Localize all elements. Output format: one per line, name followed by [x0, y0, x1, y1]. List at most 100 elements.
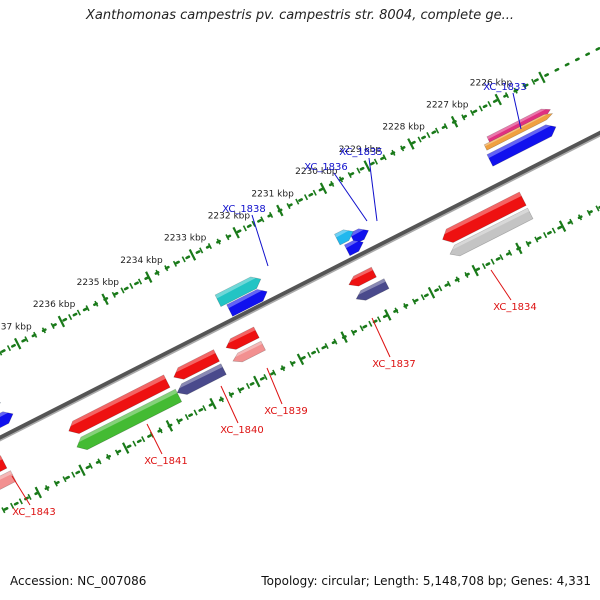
gene-label-xc-1839[interactable]: XC_1839	[264, 406, 308, 417]
forward-minor-tick	[461, 114, 466, 121]
forward-minor-tick	[478, 105, 483, 112]
reverse-minor-tick	[420, 294, 425, 301]
pink-feature[interactable]	[232, 340, 266, 363]
feature-highlight	[228, 327, 256, 344]
teal-feature[interactable]	[214, 276, 262, 308]
forward-minor-tick	[417, 136, 422, 143]
reverse-minor-tick	[411, 298, 417, 305]
feature-arrows	[0, 108, 557, 496]
gene-label-xc-1833[interactable]: XC_1833	[483, 82, 527, 93]
navy-feature[interactable]	[176, 363, 227, 395]
pink-feature[interactable]	[0, 470, 17, 496]
feature-highlight	[175, 349, 216, 373]
reverse-minor-tick	[586, 209, 591, 216]
forward-minor-tick	[269, 211, 274, 218]
reverse-minor-tick	[228, 391, 233, 398]
reverse-minor-tick	[595, 205, 600, 212]
callout-line	[266, 367, 283, 405]
gene-label-xc-1836[interactable]: XC_1836	[304, 162, 348, 173]
reverse-minor-tick	[490, 258, 495, 265]
blue-feature[interactable]	[486, 124, 557, 167]
reverse-major-tick	[427, 286, 436, 299]
red-feature[interactable]	[173, 349, 220, 380]
forward-minor-tick	[382, 154, 387, 161]
blue-feature[interactable]	[343, 240, 364, 257]
reverse-minor-tick	[438, 285, 443, 292]
forward-minor-tick	[155, 269, 160, 276]
reverse-minor-tick	[176, 418, 181, 425]
reverse-minor-tick	[1, 507, 6, 514]
red-feature[interactable]	[442, 191, 527, 243]
scale-label: 2228 kbp	[382, 123, 425, 133]
reverse-minor-tick	[62, 476, 67, 483]
forward-ruler-dots	[0, 46, 600, 355]
reverse-minor-tick	[202, 405, 207, 412]
ruler-ticks	[0, 71, 600, 514]
forward-minor-tick	[295, 198, 300, 205]
orange-feature[interactable]	[483, 113, 554, 151]
forward-minor-tick	[400, 145, 405, 152]
blue-feature[interactable]	[226, 289, 268, 317]
scale-label: 2235 kbp	[77, 278, 120, 288]
reverse-major-tick	[165, 420, 174, 432]
green-feature[interactable]	[76, 388, 183, 451]
forward-minor-tick	[426, 132, 431, 139]
reverse-minor-tick	[97, 458, 102, 465]
gene-label-xc-1841[interactable]: XC_1841	[144, 456, 188, 467]
reverse-major-tick	[515, 242, 523, 255]
reverse-minor-tick	[245, 382, 251, 389]
red-feature[interactable]	[0, 455, 8, 482]
red-feature[interactable]	[225, 326, 260, 350]
forward-major-tick	[276, 204, 284, 217]
reverse-minor-tick	[132, 440, 137, 447]
gene-label-xc-1837[interactable]: XC_1837	[372, 359, 416, 370]
forward-minor-tick	[286, 203, 291, 210]
red-feature[interactable]	[348, 266, 377, 287]
reverse-minor-tick	[27, 493, 32, 500]
reverse-minor-tick	[106, 453, 111, 460]
gene-label-xc-1840[interactable]: XC_1840	[220, 425, 264, 436]
reverse-minor-tick	[53, 480, 58, 487]
callout-line	[512, 92, 522, 130]
red-feature[interactable]	[68, 374, 171, 434]
forward-minor-tick	[94, 300, 99, 307]
feature-highlight	[0, 411, 8, 417]
map-title: Xanthomonas campestris pv. campestris st…	[86, 8, 514, 23]
gene-label-xc-1843[interactable]: XC_1843	[12, 507, 56, 518]
reverse-minor-tick	[272, 369, 277, 376]
scale-label: 2236 kbp	[33, 300, 76, 310]
sky-feature[interactable]	[334, 229, 354, 246]
feature-highlight	[334, 229, 349, 238]
reverse-major-tick	[471, 264, 479, 277]
feature-highlight	[235, 341, 263, 357]
reverse-ruler-dots	[0, 205, 600, 514]
navy-feature[interactable]	[355, 278, 390, 301]
forward-minor-tick	[111, 291, 116, 298]
feature-highlight	[78, 389, 178, 443]
reverse-minor-tick	[280, 365, 286, 372]
callout-line	[251, 214, 269, 267]
callout-lines	[11, 92, 522, 506]
reverse-minor-tick	[289, 360, 294, 367]
forward-minor-tick	[312, 189, 317, 196]
reverse-minor-tick	[403, 303, 408, 310]
forward-minor-tick	[129, 282, 134, 290]
gene-label-xc-1838[interactable]: XC_1838	[222, 204, 266, 215]
reverse-minor-tick	[324, 342, 329, 350]
forward-minor-tick	[373, 158, 379, 165]
scale-label: 2231 kbp	[251, 189, 294, 199]
feature-highlight	[179, 363, 223, 389]
forward-minor-tick	[330, 180, 335, 187]
forward-minor-tick	[76, 309, 81, 316]
forward-minor-tick	[0, 350, 3, 356]
callout-line	[371, 317, 391, 358]
blue-feature[interactable]	[0, 411, 14, 447]
reverse-minor-tick	[464, 271, 469, 279]
silver-feature[interactable]	[449, 207, 534, 257]
reverse-minor-tick	[44, 484, 50, 492]
forward-major-tick	[145, 271, 153, 283]
forward-major-tick	[450, 115, 459, 128]
forward-minor-tick	[41, 327, 46, 334]
gene-label-xc-1835[interactable]: XC_1835	[339, 147, 383, 158]
gene-label-xc-1834[interactable]: XC_1834	[493, 302, 537, 313]
